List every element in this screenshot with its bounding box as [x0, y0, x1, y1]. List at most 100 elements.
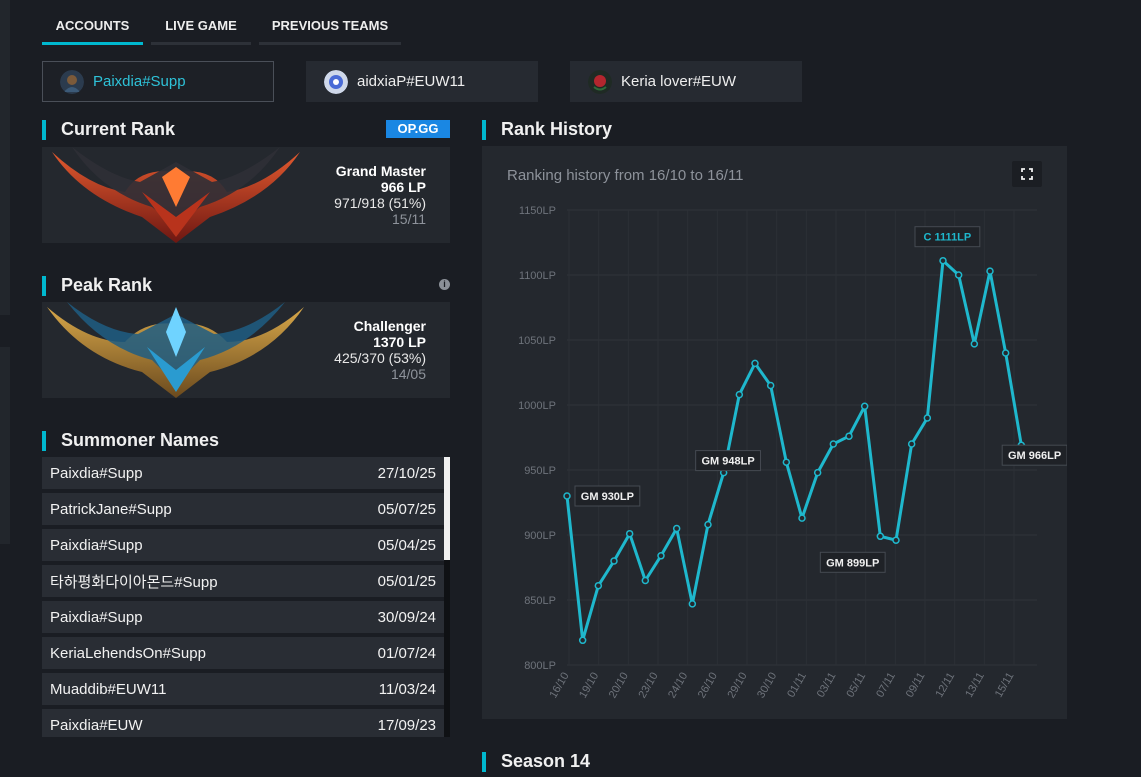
- x-tick-label: 16/10: [547, 671, 571, 701]
- peak-rank-title-text: Peak Rank: [61, 275, 153, 295]
- x-tick-label: 05/11: [845, 671, 869, 700]
- season-title: Season 14: [482, 751, 590, 772]
- x-tick-label: 23/10: [636, 671, 660, 701]
- summoner-name: Paixdia#Supp: [50, 464, 143, 482]
- y-tick-label: 1050LP: [518, 335, 556, 347]
- opgg-badge[interactable]: OP.GG: [386, 120, 450, 138]
- y-tick-label: 1100LP: [519, 270, 556, 282]
- data-point: [860, 402, 869, 411]
- expand-button[interactable]: [1012, 161, 1042, 187]
- annotation-box: [914, 226, 981, 248]
- section-accent-bar: [482, 751, 486, 772]
- grandmaster-emblem-icon: [52, 147, 300, 243]
- summoner-names-title: Summoner Names: [42, 430, 219, 451]
- summoner-date: 01/07/24: [377, 644, 436, 662]
- season-title-text: Season 14: [501, 751, 591, 771]
- annotation-box: [695, 450, 761, 472]
- peak-rank-title: Peak Rank: [42, 275, 152, 296]
- summoner-date: 05/01/25: [377, 572, 436, 590]
- list-item[interactable]: PatrickJane#Supp 05/07/25: [42, 493, 444, 525]
- rank-history-line: [565, 259, 1038, 642]
- y-tick-label: 850LP: [524, 595, 556, 607]
- data-point: [657, 552, 665, 560]
- avatar-icon: [60, 69, 84, 94]
- x-tick-label: 20/10: [607, 671, 631, 701]
- scrollbar-thumb[interactable]: [444, 457, 450, 560]
- info-icon[interactable]: i: [439, 279, 450, 290]
- challenger-emblem-icon: [47, 302, 304, 398]
- list-item[interactable]: Paixdia#EUW 17/09/23: [42, 709, 444, 737]
- y-tick-label: 900LP: [524, 530, 556, 542]
- summoner-name: Paixdia#EUW: [50, 716, 143, 734]
- account-chip-keria-lover[interactable]: Keria lover#EUW: [570, 61, 802, 102]
- current-rank-info: Grand Master 966 LP 971/918 (51%) 15/11: [334, 163, 426, 227]
- rank-date: 14/05: [390, 366, 426, 382]
- summoner-date: 17/09/23: [377, 716, 436, 734]
- tab-previous-teams[interactable]: PREVIOUS TEAMS: [259, 0, 401, 45]
- y-tick-label: 950LP: [524, 465, 556, 477]
- annotation-box: [574, 485, 641, 507]
- data-point: [672, 524, 681, 533]
- peak-rank-card: Challenger 1370 LP 425/370 (53%) 14/05: [42, 302, 450, 398]
- account-chip-aidxiap[interactable]: aidxiaP#EUW11: [306, 61, 538, 102]
- x-tick-label: 13/11: [963, 671, 987, 700]
- rank-date: 15/11: [392, 211, 426, 227]
- section-accent-bar: [482, 119, 486, 140]
- rank-lp: 966 LP: [380, 179, 426, 195]
- list-item[interactable]: 타하평화다이아몬드#Supp 05/01/25: [42, 565, 444, 597]
- section-accent-bar: [42, 430, 46, 451]
- summoner-name: PatrickJane#Supp: [50, 500, 172, 518]
- annotation-label: GM 899LP: [826, 557, 879, 569]
- rank-history-chart-panel: 800LP 850LP 900LP 950LP 1000LP 1050LP 1100LP 11…: [482, 146, 1067, 719]
- x-tick-label: 26/10: [696, 671, 720, 701]
- data-point: [970, 340, 979, 348]
- section-accent-bar: [42, 275, 46, 296]
- x-tick-label: 19/10: [577, 671, 601, 701]
- data-point: [813, 468, 822, 477]
- list-item[interactable]: Paixdia#Supp 05/04/25: [42, 529, 444, 561]
- summoner-name: Muaddib#EUW11: [50, 680, 167, 698]
- rank-history-chart: 800LP 850LP 900LP 950LP 1000LP 1050LP 1100LP 11…: [518, 205, 1067, 701]
- data-point: [751, 359, 759, 368]
- data-point: [641, 576, 650, 585]
- rank-history-title-text: Rank History: [501, 119, 613, 139]
- account-name: Keria lover#EUW: [621, 73, 737, 90]
- data-point: [782, 458, 791, 466]
- data-point: [594, 581, 603, 590]
- list-item[interactable]: Muaddib#EUW11 11/03/24: [42, 673, 444, 705]
- summoner-date: 30/09/24: [377, 608, 436, 626]
- data-point: [735, 390, 744, 399]
- y-tick-label: 1000LP: [518, 400, 556, 412]
- list-item[interactable]: KeriaLehendsOn#Supp 01/07/24: [42, 637, 444, 669]
- data-point: [954, 271, 963, 279]
- data-point: [563, 492, 571, 500]
- list-item[interactable]: Paixdia#Supp 27/10/25: [42, 457, 444, 489]
- peak-rank-info: Challenger 1370 LP 425/370 (53%) 14/05: [334, 318, 426, 382]
- side-panel-edge: [0, 347, 10, 544]
- annotation-box: [1001, 444, 1067, 466]
- tab-live-game[interactable]: LIVE GAME: [151, 0, 251, 45]
- account-chip-paixdia[interactable]: Paixdia#Supp: [42, 61, 274, 102]
- avatar-icon: [324, 69, 348, 94]
- y-tick-label: 1150LP: [519, 205, 556, 217]
- rank-tier: Grand Master: [335, 163, 426, 179]
- x-tick-label: 03/11: [815, 671, 839, 700]
- summoner-name: Paixdia#Supp: [50, 608, 143, 626]
- x-tick-label: 01/11: [785, 671, 809, 700]
- annotation-label: C 1111LP: [924, 232, 972, 244]
- data-point: [829, 440, 838, 448]
- annotation-label: GM 966LP: [1008, 450, 1061, 462]
- data-point: [923, 414, 932, 422]
- x-tick-label: 07/11: [874, 671, 898, 700]
- avatar-icon: [588, 69, 612, 94]
- rank-lp: 1370 LP: [373, 334, 426, 350]
- annotation-box: [819, 551, 886, 573]
- tab-accounts[interactable]: ACCOUNTS: [42, 0, 143, 45]
- expand-icon: [1021, 168, 1033, 180]
- scrollbar-track[interactable]: [444, 457, 450, 737]
- summoner-date: 27/10/25: [377, 464, 436, 482]
- section-accent-bar: [42, 119, 46, 140]
- list-item[interactable]: Paixdia#Supp 30/09/24: [42, 601, 444, 633]
- y-tick-label: 800LP: [524, 660, 556, 672]
- data-point: [939, 256, 947, 265]
